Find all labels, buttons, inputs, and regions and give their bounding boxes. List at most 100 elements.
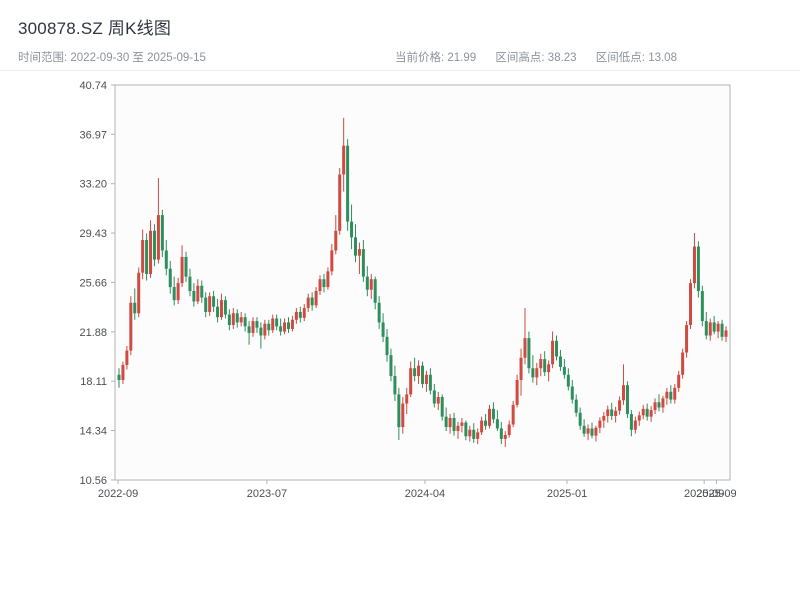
candle-body xyxy=(160,215,164,251)
candle-body xyxy=(558,356,562,367)
candle-body xyxy=(712,322,716,332)
candle-body xyxy=(700,291,704,322)
candle-body xyxy=(231,313,235,326)
candle-body xyxy=(125,350,129,365)
y-tick-label: 40.74 xyxy=(79,80,107,92)
candle-body xyxy=(164,250,168,269)
candle-body xyxy=(468,429,472,437)
candle-body xyxy=(223,300,227,315)
y-tick-label: 29.43 xyxy=(79,228,107,240)
range-high-stat: 区间高点: 38.23 xyxy=(495,52,576,64)
candle-body xyxy=(263,323,267,336)
candle-body xyxy=(436,397,440,404)
candle-body xyxy=(365,276,369,290)
candle-body xyxy=(641,408,645,416)
candle-body xyxy=(318,279,322,292)
candle-body xyxy=(622,385,626,401)
candle-body xyxy=(716,323,720,332)
candle-body xyxy=(357,249,361,256)
candle-body xyxy=(326,271,330,288)
candle-body xyxy=(346,145,350,222)
candle-body xyxy=(614,410,618,416)
candle-body xyxy=(192,291,196,302)
candle-body xyxy=(523,338,527,358)
candle-body xyxy=(156,215,160,260)
candle-body xyxy=(342,145,346,175)
kline-svg: 10.56 14.34 18.11 21.88 25.66 29.43 33.20 36.97… xyxy=(79,80,736,500)
candle-body xyxy=(590,428,594,436)
candle-body xyxy=(152,230,156,260)
candle-body xyxy=(208,296,212,312)
candle-body xyxy=(227,314,231,326)
candle-body xyxy=(661,398,665,408)
x-tick-label: 2025-09 xyxy=(684,488,724,500)
current-price-value: 21.99 xyxy=(447,52,477,64)
candle-body xyxy=(692,246,696,284)
candle-body xyxy=(531,368,535,378)
candle-body xyxy=(279,326,283,332)
candle-body xyxy=(117,374,121,381)
candle-body xyxy=(503,434,507,439)
candle-body xyxy=(338,174,342,231)
candle-body xyxy=(610,409,614,416)
candle-body xyxy=(219,300,223,318)
candle-body xyxy=(267,323,271,331)
candle-body xyxy=(535,368,539,378)
candle-body xyxy=(456,425,460,432)
candle-body xyxy=(334,230,338,251)
candle-body xyxy=(440,397,444,417)
candle-body xyxy=(129,302,133,351)
x-tick-label: 2022-09 xyxy=(98,488,138,500)
candle-body xyxy=(488,408,492,426)
candle-body xyxy=(247,326,251,333)
candle-body xyxy=(172,287,176,301)
candle-body xyxy=(448,417,452,428)
candle-body xyxy=(551,340,555,365)
candle-body xyxy=(677,374,681,388)
candle-body xyxy=(539,359,543,369)
candle-body xyxy=(353,237,357,256)
candle-body xyxy=(302,308,306,318)
candle-body xyxy=(649,410,653,417)
candle-body xyxy=(294,311,298,320)
candle-body xyxy=(444,416,448,428)
candle-body xyxy=(255,321,259,328)
candle-body xyxy=(602,415,606,421)
candle-body xyxy=(673,387,677,400)
y-tick-label: 36.97 xyxy=(79,129,107,141)
candle-body xyxy=(696,246,700,292)
candle-body xyxy=(377,302,381,323)
candle-body xyxy=(586,428,590,434)
candle-body xyxy=(574,399,578,413)
candle-body xyxy=(243,317,247,327)
candle-body xyxy=(310,297,314,306)
candle-body xyxy=(216,306,220,318)
candle-body xyxy=(239,317,243,323)
candle-body xyxy=(168,268,172,288)
candle-body xyxy=(598,420,602,428)
candle-body xyxy=(405,394,409,404)
x-tick-label: 2023-07 xyxy=(247,488,287,500)
candle-body xyxy=(413,368,417,377)
candle-body xyxy=(562,366,566,375)
candle-body xyxy=(235,313,239,323)
y-tick-label: 33.20 xyxy=(79,179,107,191)
candle-body xyxy=(511,404,515,425)
candle-body xyxy=(460,422,464,426)
candle-body xyxy=(271,318,275,331)
candle-body xyxy=(704,321,708,336)
candle-body xyxy=(507,424,511,435)
y-tick-label: 18.11 xyxy=(80,376,107,388)
candle-body xyxy=(515,380,519,405)
candle-body xyxy=(330,250,334,272)
candle-body xyxy=(724,330,728,337)
candle-body xyxy=(350,221,354,238)
candle-body xyxy=(685,325,689,353)
candle-body xyxy=(484,420,488,426)
candle-body xyxy=(633,420,637,430)
candle-body xyxy=(452,417,456,432)
candle-body xyxy=(519,357,523,381)
candle-body xyxy=(543,359,547,373)
candle-body xyxy=(397,394,401,428)
